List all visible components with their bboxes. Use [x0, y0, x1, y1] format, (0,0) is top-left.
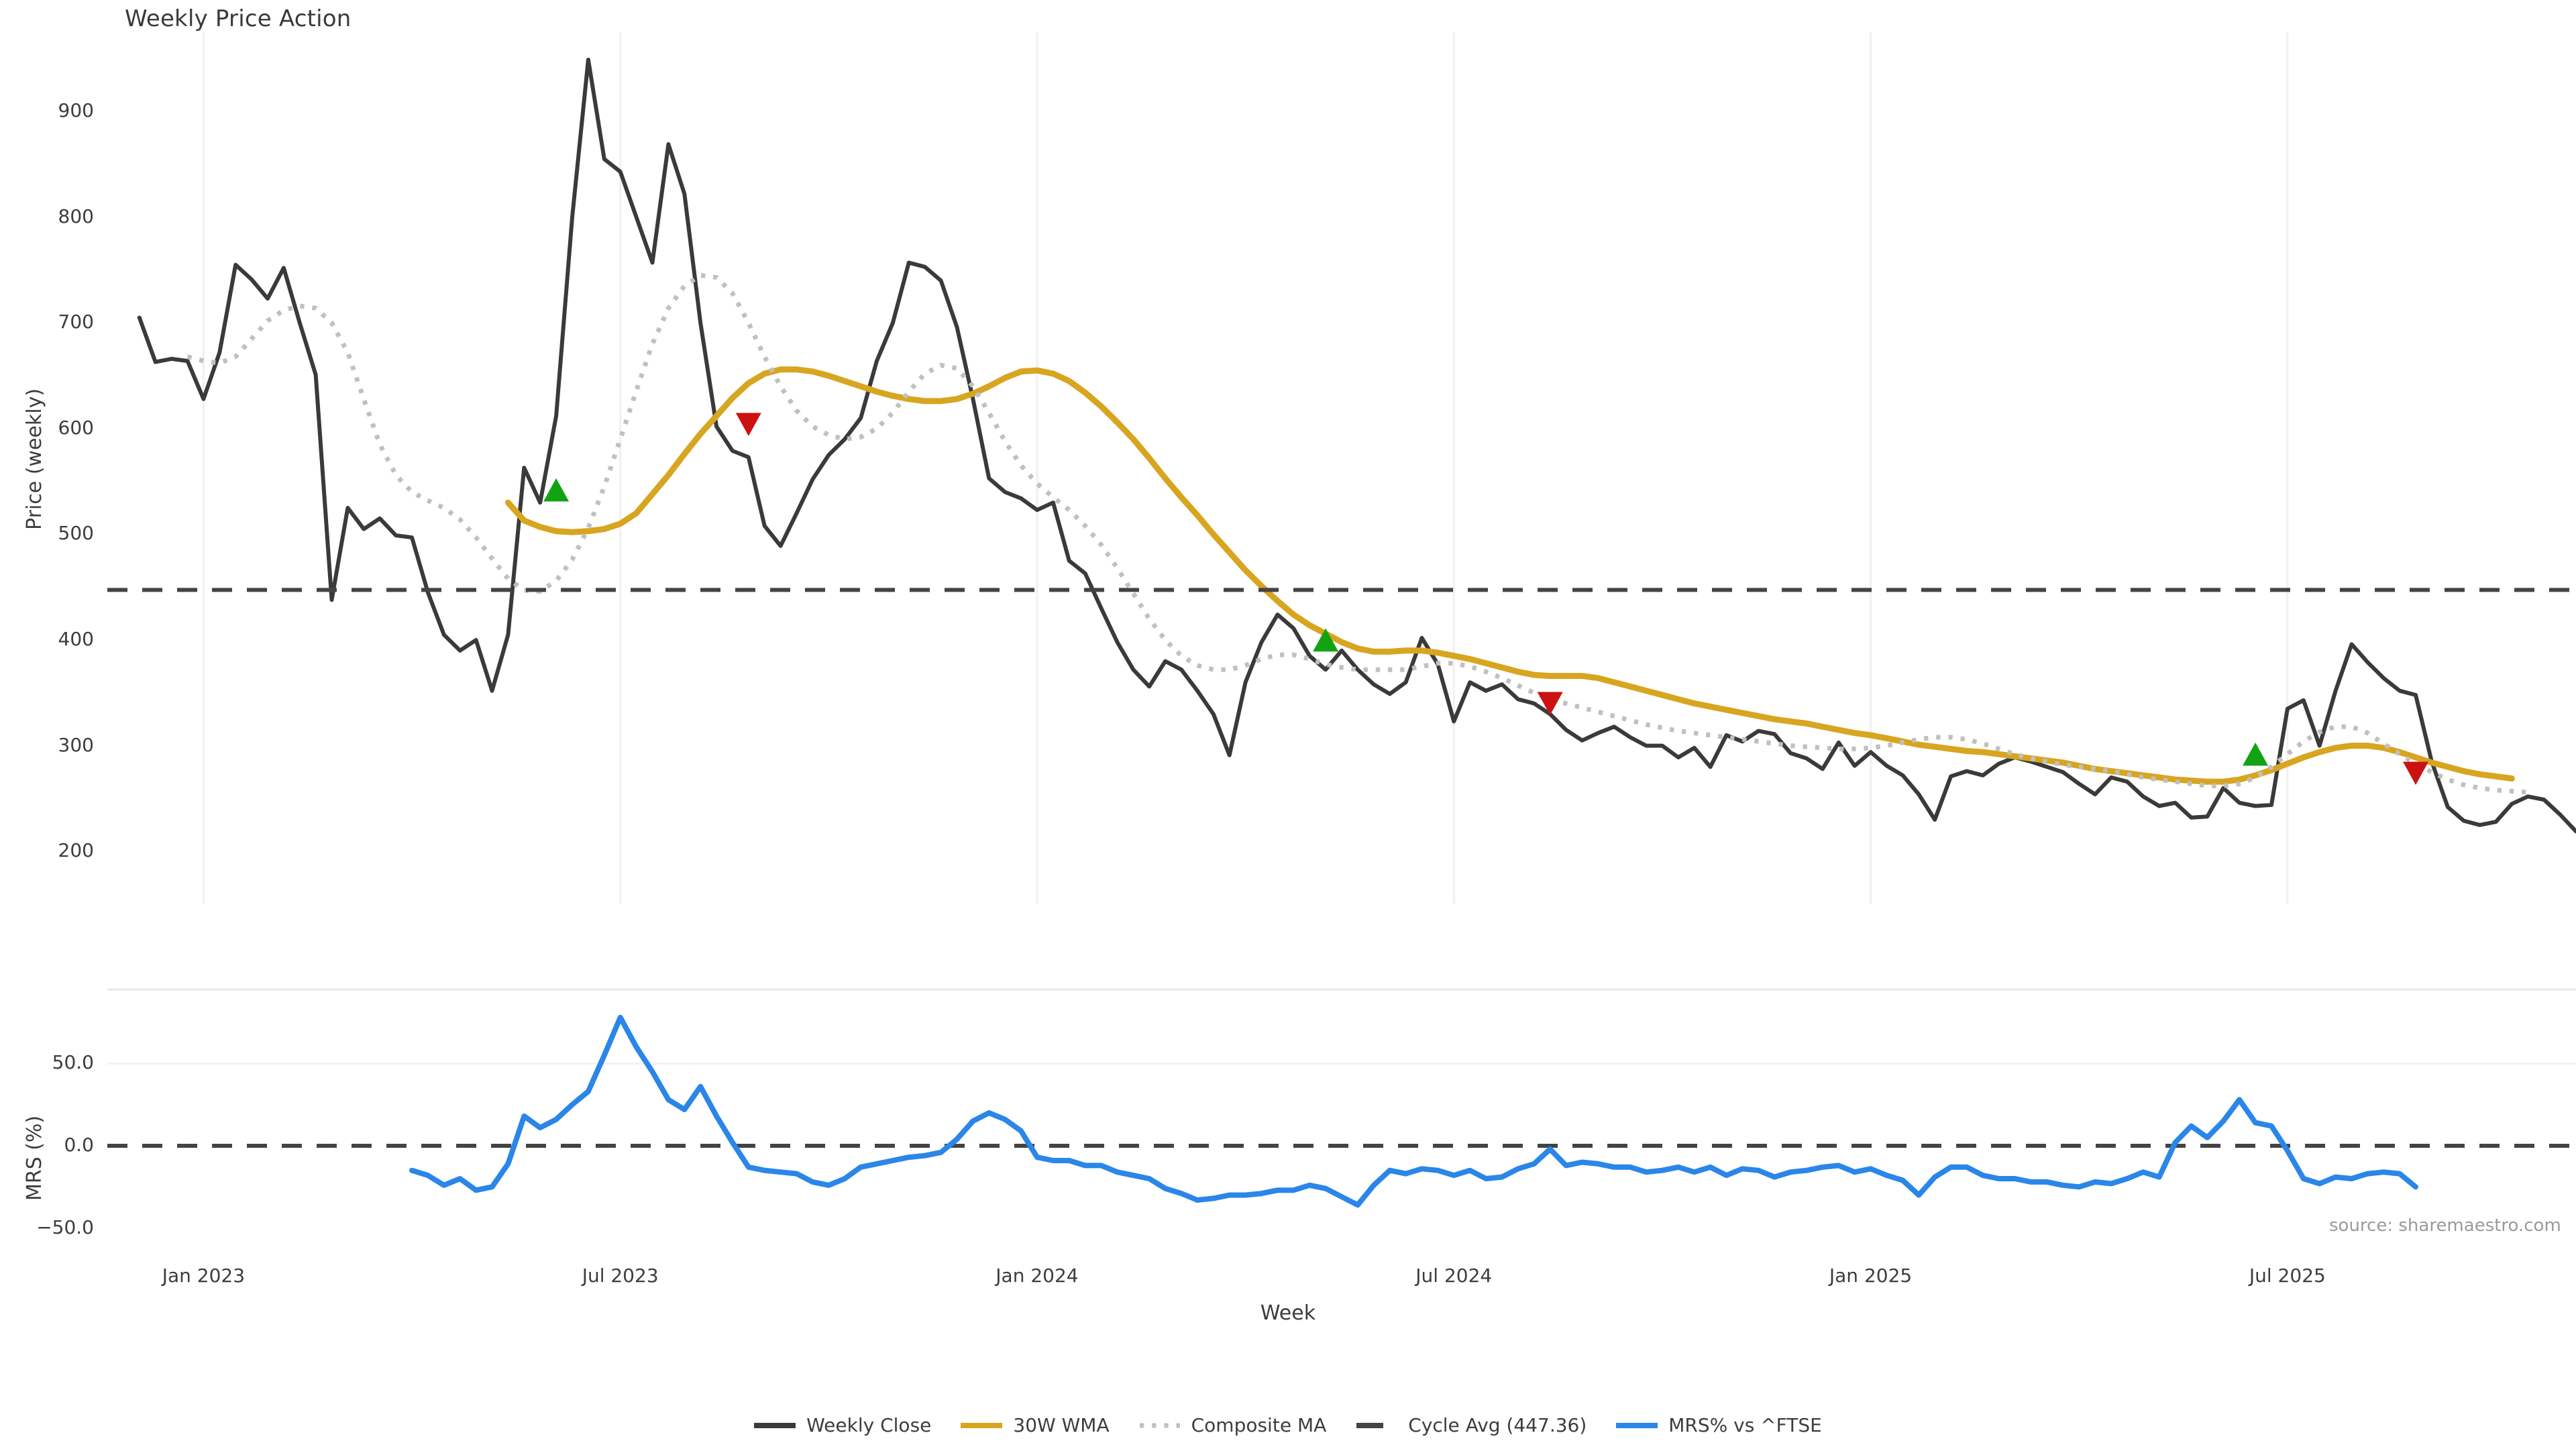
legend-swatch-icon [961, 1418, 1003, 1433]
x-tick: Jan 2024 [996, 1265, 1079, 1287]
legend-item-composite-ma[interactable]: Composite MA [1139, 1414, 1327, 1436]
legend-swatch-icon [754, 1418, 796, 1433]
price-series-30w-wma [504, 366, 2515, 785]
x-axis-label: Week [1260, 1301, 1316, 1325]
legend-item-30w-wma[interactable]: 30W WMA [961, 1414, 1110, 1436]
legend-label: MRS% vs ^FTSE [1668, 1414, 1822, 1436]
mrs-series-line [409, 1014, 2418, 1208]
x-tick: Jan 2025 [1829, 1265, 1913, 1287]
legend-label: Cycle Avg (447.36) [1408, 1414, 1587, 1436]
price-y-tick: 400 [58, 628, 94, 651]
mrs-y-tick: 0.0 [64, 1133, 94, 1156]
legend-swatch-icon [1616, 1418, 1658, 1433]
legend-label: 30W WMA [1013, 1414, 1110, 1436]
sell-marker-3[interactable] [1537, 692, 1563, 716]
mrs-y-tick: −50.0 [36, 1216, 94, 1238]
mrs-y-tick: 50.0 [52, 1051, 94, 1074]
price-y-tick: 800 [58, 205, 94, 227]
legend-label: Weekly Close [806, 1414, 932, 1436]
buy-marker-2[interactable] [1313, 628, 1339, 652]
price-series-weekly-close [137, 58, 2576, 834]
price-y-tick: 700 [58, 311, 94, 333]
sell-marker-5[interactable] [2403, 761, 2429, 786]
legend-item-weekly-close[interactable]: Weekly Close [754, 1414, 931, 1436]
x-tick: Jul 2023 [582, 1265, 659, 1287]
x-tick: Jan 2023 [162, 1265, 246, 1287]
x-tick: Jul 2024 [1415, 1265, 1493, 1287]
x-tick: Jul 2025 [2249, 1265, 2326, 1287]
legend-swatch-icon [1139, 1418, 1181, 1433]
price-y-tick: 600 [58, 416, 94, 439]
buy-marker-4[interactable] [2243, 742, 2269, 766]
legend-swatch-icon [1356, 1418, 1397, 1433]
price-y-tick: 900 [58, 99, 94, 122]
price-y-tick: 300 [58, 733, 94, 756]
legend-item-cycle-avg-447-36-[interactable]: Cycle Avg (447.36) [1356, 1414, 1587, 1436]
legend-item-mrs-vs-ftse[interactable]: MRS% vs ^FTSE [1616, 1414, 1822, 1436]
chart-title: Weekly Price Action [125, 5, 352, 32]
buy-marker-0[interactable] [543, 478, 570, 502]
source-note: source: sharemaestro.com [2329, 1216, 2561, 1236]
chart-legend: Weekly Close 30W WMA Composite MA Cycle Avg… [0, 1414, 2576, 1436]
legend-label: Composite MA [1191, 1414, 1327, 1436]
mrs-y-axis-label: MRS (%) [23, 1115, 46, 1201]
price-plot [107, 32, 2576, 904]
sell-marker-1[interactable] [735, 413, 761, 437]
price-series-composite-ma [186, 272, 2528, 795]
price-y-tick: 200 [58, 839, 94, 862]
price-y-tick: 500 [58, 522, 94, 545]
